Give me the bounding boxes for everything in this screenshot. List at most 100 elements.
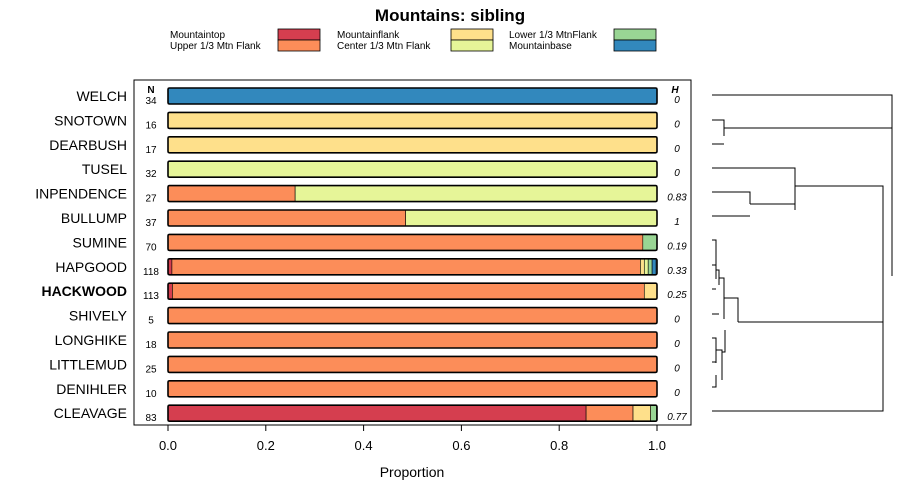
dendrogram xyxy=(712,94,893,412)
bar-longhike-upper-1-3-mtn-flank xyxy=(167,331,658,349)
n-header: N xyxy=(147,85,154,96)
row-label-sumine: SUMINE xyxy=(73,234,127,250)
row-label-longhike: LONGHIKE xyxy=(55,332,127,348)
h-value-dearbush: 0 xyxy=(674,144,680,155)
h-value-bullump: 1 xyxy=(674,217,680,228)
bar-denihler-upper-1-3-mtn-flank xyxy=(167,380,658,398)
row-label-hackwood: HACKWOOD xyxy=(41,283,127,299)
dendrogram-branch-5 xyxy=(712,352,884,412)
n-value-tusel: 32 xyxy=(145,169,157,180)
legend-swatch-mountaintop xyxy=(277,28,321,41)
bar-bullump-upper-1-3-mtn-flank xyxy=(167,209,406,227)
bar-bullump-center-1-3-mtn-flank xyxy=(405,209,658,227)
n-value-bullump: 37 xyxy=(145,218,157,229)
x-tick-label-1: 0.2 xyxy=(257,438,275,453)
row-label-littlemud: LITTLEMUD xyxy=(49,356,127,372)
h-value-littlemud: 0 xyxy=(674,363,680,374)
bar-hapgood-lower-1-3-mtnflank xyxy=(647,258,653,276)
dendrogram-branch-2 xyxy=(712,167,884,365)
bar-inpendence-center-1-3-mtn-flank xyxy=(294,185,658,202)
h-value-welch: 0 xyxy=(674,95,680,106)
n-value-cleavage: 83 xyxy=(145,413,157,424)
x-axis-label: Proportion xyxy=(380,464,445,480)
bar-shively-upper-1-3-mtn-flank xyxy=(167,307,658,324)
bar-sumine-lower-1-3-mtnflank xyxy=(642,234,658,251)
chart-title: Mountains: sibling xyxy=(375,6,525,25)
legend-swatch-mountainflank xyxy=(450,28,494,41)
row-label-hapgood: HAPGOOD xyxy=(55,259,127,275)
bar-cleavage-mountaintop xyxy=(167,404,587,422)
h-value-tusel: 0 xyxy=(674,168,680,179)
row-label-cleavage: CLEAVAGE xyxy=(54,405,127,421)
n-value-welch: 34 xyxy=(145,96,157,107)
bar-hapgood-mountainflank xyxy=(640,258,645,276)
h-value-sumine: 0.19 xyxy=(667,241,687,252)
row-label-snotown: SNOTOWN xyxy=(54,112,127,128)
bar-hapgood-upper-1-3-mtn-flank xyxy=(171,258,641,276)
bar-outline-hackwood xyxy=(167,282,658,301)
legend-label-lower-1-3-mtnflank: Lower 1/3 MtnFlank xyxy=(509,30,598,41)
row-label-dearbush: DEARBUSH xyxy=(49,137,127,153)
n-value-hackwood: 113 xyxy=(143,291,159,302)
legend-swatch-upper-1-3-mtn-flank xyxy=(277,39,321,52)
n-value-inpendence: 27 xyxy=(145,194,157,205)
x-tick-label-2: 0.4 xyxy=(355,438,373,453)
h-value-longhike: 0 xyxy=(674,339,680,350)
h-value-denihler: 0 xyxy=(674,388,680,399)
bar-inpendence-upper-1-3-mtn-flank xyxy=(167,185,296,202)
bar-cleavage-mountainflank xyxy=(632,404,651,422)
bar-snotown-mountainflank xyxy=(167,112,658,129)
plot-frame xyxy=(133,79,692,426)
bar-dearbush-mountainflank xyxy=(167,136,658,154)
row-label-denihler: DENIHLER xyxy=(56,381,127,397)
n-value-littlemud: 25 xyxy=(145,364,157,375)
n-value-dearbush: 17 xyxy=(145,145,157,156)
bar-littlemud-upper-1-3-mtn-flank xyxy=(167,356,658,373)
legend-swatch-lower-1-3-mtnflank xyxy=(613,28,657,41)
bar-outline-denihler xyxy=(167,379,658,398)
n-value-denihler: 10 xyxy=(145,389,157,400)
legend-label-center-1-3-mtn-flank: Center 1/3 Mtn Flank xyxy=(337,41,431,52)
bar-outline-bullump xyxy=(167,209,658,227)
x-tick-label-5: 1.0 xyxy=(648,438,666,453)
row-label-shively: SHIVELY xyxy=(69,308,128,324)
legend-swatch-center-1-3-mtn-flank xyxy=(450,39,494,52)
h-value-snotown: 0 xyxy=(674,119,680,130)
row-label-welch: WELCH xyxy=(76,88,127,104)
dendrogram-branch-0 xyxy=(712,94,893,276)
bar-hackwood-mountainflank xyxy=(643,282,658,300)
x-tick-label-4: 0.8 xyxy=(550,438,568,453)
n-value-sumine: 70 xyxy=(145,242,157,253)
bar-cleavage-upper-1-3-mtn-flank xyxy=(585,404,634,422)
h-value-shively: 0 xyxy=(674,315,680,326)
legend-label-mountaintop: Mountaintop xyxy=(170,30,225,41)
bar-outline-dearbush xyxy=(167,136,658,154)
n-value-hapgood: 118 xyxy=(143,267,159,278)
legend-label-mountainflank: Mountainflank xyxy=(337,30,400,41)
bar-welch-mountainbase xyxy=(167,87,658,105)
n-value-longhike: 18 xyxy=(145,340,157,351)
n-value-snotown: 16 xyxy=(145,120,157,131)
bar-outline-shively xyxy=(167,306,658,325)
bar-outline-hapgood xyxy=(167,257,658,276)
x-tick-label-0: 0.0 xyxy=(159,438,177,453)
bar-hapgood-mountainbase xyxy=(651,258,657,276)
dendrogram-branch-3 xyxy=(712,239,725,319)
h-value-inpendence: 0.83 xyxy=(667,193,687,204)
bar-sumine-upper-1-3-mtn-flank xyxy=(167,234,644,251)
x-axis: 0.0 0.2 0.4 0.6 0.8 1.0 xyxy=(159,425,666,453)
bar-hapgood-center-1-3-mtn-flank xyxy=(643,258,649,276)
bar-hackwood-upper-1-3-mtn-flank xyxy=(172,282,645,300)
bar-outline-littlemud xyxy=(167,355,658,374)
legend-swatch-mountainbase xyxy=(613,39,657,52)
bar-outline-welch xyxy=(167,87,658,105)
bar-outline-longhike xyxy=(167,331,658,349)
row-label-tusel: TUSEL xyxy=(82,161,127,177)
h-value-hapgood: 0.33 xyxy=(667,266,687,277)
row-label-inpendence: INPENDENCE xyxy=(35,186,127,202)
bar-outline-cleavage xyxy=(167,404,658,423)
bar-outline-sumine xyxy=(167,233,658,252)
h-header: H xyxy=(671,85,679,96)
bar-tusel-center-1-3-mtn-flank xyxy=(167,160,658,178)
bar-outline-inpendence xyxy=(167,184,658,203)
